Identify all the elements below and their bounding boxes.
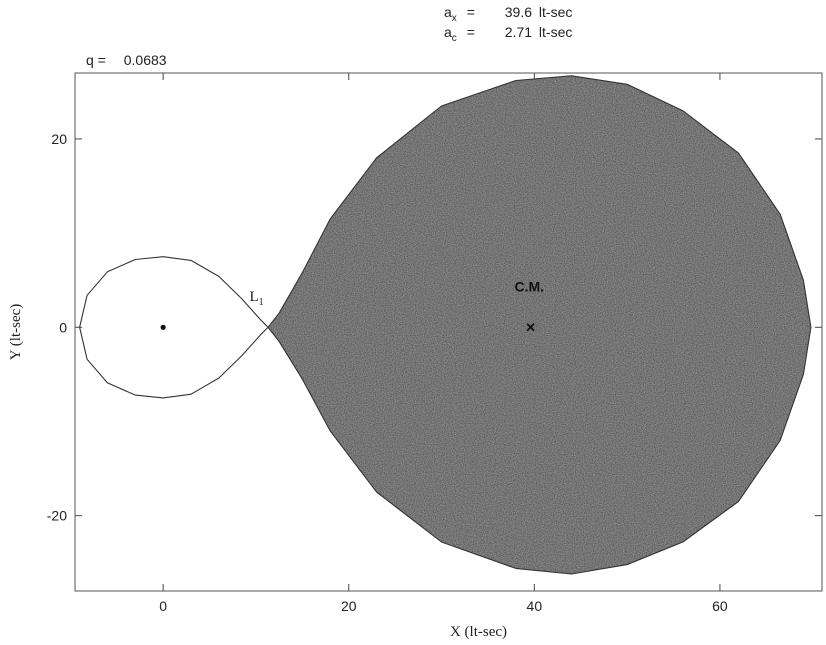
center-of-mass-label: C.M. <box>514 279 544 295</box>
x-tick-label: 0 <box>159 598 167 614</box>
y-tick-label: -20 <box>47 508 67 524</box>
x-tick-label: 40 <box>527 598 543 614</box>
x-axis-label: X (lt-sec) <box>450 624 507 640</box>
y-tick-label: 0 <box>59 319 67 335</box>
x-tick-label: 60 <box>712 598 728 614</box>
compact-star-marker <box>161 325 166 330</box>
x-tick-label: 20 <box>341 598 357 614</box>
l1-letter: L <box>249 289 258 305</box>
l1-subscript: 1 <box>259 297 264 308</box>
y-axis-label: Y (lt-sec) <box>8 304 24 361</box>
l1-point-label: L1 <box>249 289 263 308</box>
donor-lobe-texture <box>268 76 811 574</box>
y-tick-label: 20 <box>51 131 67 147</box>
